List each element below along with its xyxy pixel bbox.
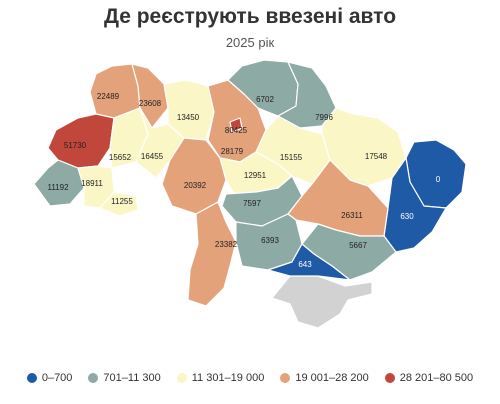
legend-swatch [88, 373, 99, 383]
region-value-luhansk: 0 [436, 175, 441, 184]
legend-swatch [176, 373, 187, 383]
region-chernivtsi[interactable] [99, 191, 139, 217]
region-value-ternopil: 15652 [109, 153, 132, 162]
region-value-chernihiv: 6702 [256, 95, 274, 104]
region-value-odesa: 23382 [215, 240, 238, 249]
region-value-donetsk: 630 [400, 212, 414, 221]
region-volyn[interactable] [89, 63, 141, 119]
region-kyiv-city[interactable] [229, 117, 243, 133]
region-value-cherkasy: 12951 [244, 171, 267, 180]
region-value-ivano-frankivsk: 18911 [81, 179, 103, 188]
legend-item[interactable]: 701–11 300 [88, 372, 161, 384]
region-value-kirovohrad: 7597 [243, 199, 261, 208]
region-kherson[interactable] [267, 243, 351, 281]
region-sumy[interactable] [277, 61, 337, 129]
region-value-khmelnytskyi: 16455 [141, 152, 164, 161]
region-value-sumy: 7996 [315, 113, 333, 122]
region-value-lviv: 51730 [64, 141, 87, 150]
region-value-mykolaiv: 6393 [261, 236, 279, 245]
legend-swatch [26, 373, 37, 383]
region-value-zhytomyr: 13450 [177, 113, 200, 122]
region-value-poltava: 15155 [280, 153, 303, 162]
legend-label: 28 201–80 500 [399, 372, 474, 384]
map-subtitle: 2025 рік [225, 35, 275, 50]
region-odesa[interactable] [187, 201, 237, 307]
legend-label: 11 301–19 000 [191, 372, 265, 384]
region-value-rivne: 23608 [139, 99, 162, 108]
region-crimea[interactable] [271, 275, 373, 329]
legend-item[interactable]: 0–700 [26, 372, 73, 384]
legend-label: 701–11 300 [103, 372, 161, 384]
legend: 0–700 701–11 300 11 301–19 000 19 001–28 20… [0, 372, 500, 384]
legend-label: 0–700 [41, 372, 73, 384]
legend-item[interactable]: 28 201–80 500 [384, 372, 474, 384]
region-value-kherson: 643 [298, 260, 312, 269]
region-value-kyiv-oblast: 80425 [225, 126, 248, 135]
region-rivne[interactable] [131, 63, 169, 129]
region-value-zakarpattia: 11192 [47, 183, 69, 192]
region-value-volyn: 22489 [97, 92, 120, 101]
legend-item[interactable]: 11 301–19 000 [176, 372, 265, 384]
region-value-dnipropetrovsk: 26311 [341, 211, 363, 220]
region-value-vinnytsia: 20392 [184, 181, 207, 190]
legend-swatch [384, 373, 395, 383]
region-vinnytsia[interactable] [161, 137, 227, 215]
region-value-kharkiv: 17548 [365, 152, 388, 161]
map-title: Де реєструють ввезені авто [103, 5, 397, 28]
region-labels: 22489 23608 13450 80425 6702 7996 51730 15652 16… [47, 92, 440, 269]
legend-label: 19 001–28 200 [295, 372, 369, 384]
legend-swatch [280, 373, 291, 383]
region-value-zaporizhzhia: 5667 [349, 241, 367, 250]
region-value-kyiv-city: 28179 [221, 147, 244, 156]
legend-item[interactable]: 19 001–28 200 [280, 372, 369, 384]
region-value-chernivtsi: 11255 [111, 197, 133, 206]
